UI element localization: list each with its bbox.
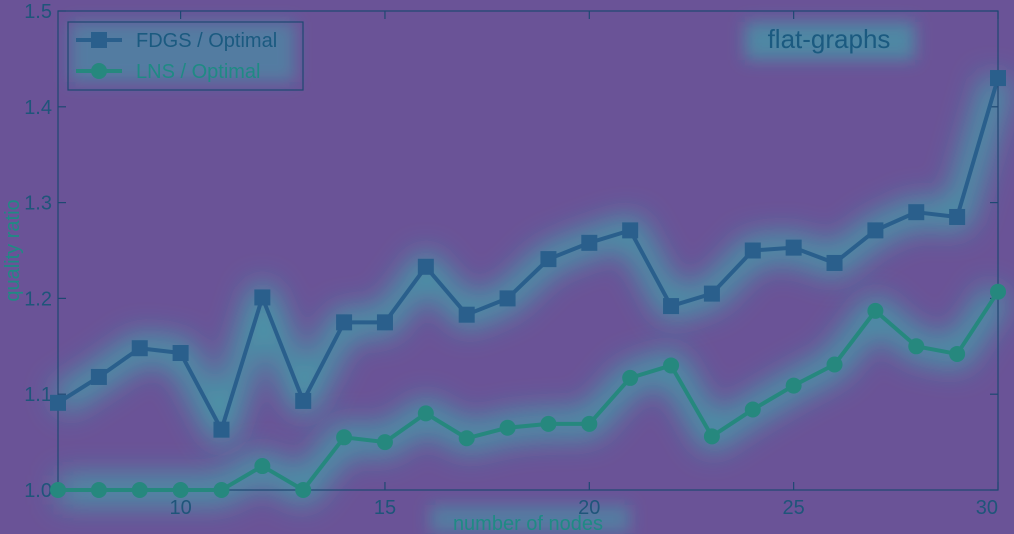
x-tick-label: 25 (783, 497, 805, 519)
lns-point (540, 415, 557, 432)
lns-point (458, 430, 475, 447)
fdgs-point (581, 234, 598, 251)
fdgs-point (336, 314, 353, 331)
fdgs-point (663, 298, 680, 315)
x-tick-label: 20 (578, 497, 600, 519)
lns-point (376, 434, 393, 451)
lns-point (336, 429, 353, 446)
lns-point (990, 283, 1006, 300)
fdgs-point (867, 222, 884, 239)
lns-point (417, 405, 434, 422)
series-glow (49, 73, 1013, 445)
series-layer (50, 70, 1006, 498)
fdgs-point (949, 208, 966, 225)
lns-point (131, 482, 148, 498)
lns-point (581, 415, 598, 432)
lns-point (90, 482, 107, 498)
fdgs-point (376, 314, 393, 331)
x-tick-label: 30 (976, 497, 998, 519)
fdgs-point (744, 242, 761, 259)
title-glow (745, 22, 915, 60)
y-tick-label: 1.3 (24, 193, 52, 215)
lns-point (213, 482, 230, 498)
fdgs-point (295, 392, 312, 409)
fdgs-point (172, 345, 189, 362)
fdgs-point (826, 254, 843, 271)
legend-marker-square (91, 32, 107, 48)
y-tick-label: 1.5 (24, 1, 52, 23)
y-tick-label: 1.4 (24, 97, 52, 119)
y-tick-label: 1.1 (24, 384, 52, 406)
legend-label-lns: LNS / Optimal (136, 61, 260, 83)
legend-label-fdgs: FDGS / Optimal (136, 30, 277, 52)
lns-point (785, 377, 802, 394)
fdgs-point (622, 222, 639, 239)
x-axis-label: number of nodes (453, 513, 603, 534)
fdgs-point (785, 239, 802, 256)
fdgs-point (213, 421, 230, 438)
legend: FDGS / Optimal LNS / Optimal (67, 21, 304, 91)
legend-marker-circle (91, 63, 107, 79)
lns-point (499, 419, 516, 436)
fdgs-point (540, 251, 557, 268)
fdgs-point (50, 394, 66, 411)
x-tick-label: 10 (169, 497, 191, 519)
lns-point (908, 338, 925, 355)
legend-box (67, 21, 304, 91)
fdgs-point (254, 289, 271, 306)
lns-point (949, 345, 966, 362)
fdgs-point (499, 290, 516, 307)
lns-point (703, 428, 720, 445)
lns-point (663, 357, 680, 374)
lns-point (50, 482, 66, 498)
y-tick-label: 1.2 (24, 288, 52, 310)
y-axis-label: quality ratio (2, 199, 24, 301)
y-tick-label: 1.0 (24, 480, 52, 502)
x-tick-label: 15 (374, 497, 396, 519)
lns-point (295, 482, 312, 498)
plot-frame (57, 10, 999, 491)
lns-point (622, 369, 639, 386)
lns-point (744, 401, 761, 418)
xlabel-glow (430, 505, 630, 533)
fdgs-point (417, 258, 434, 275)
lns-point (254, 458, 271, 475)
lns-point (172, 482, 189, 498)
chart-title: flat-graphs (768, 24, 891, 54)
fdgs-point (458, 306, 475, 323)
lns-point (826, 356, 843, 373)
axis-ticks: 10 15 20 25 30 1.0 1.1 1.2 1.3 1.4 1.5 (24, 1, 999, 519)
lns-point (867, 302, 884, 319)
fdgs-point (990, 70, 1006, 87)
fdgs-point (703, 285, 720, 302)
fdgs-point (908, 204, 925, 221)
fdgs-point (131, 340, 148, 357)
fdgs-point (90, 368, 107, 385)
